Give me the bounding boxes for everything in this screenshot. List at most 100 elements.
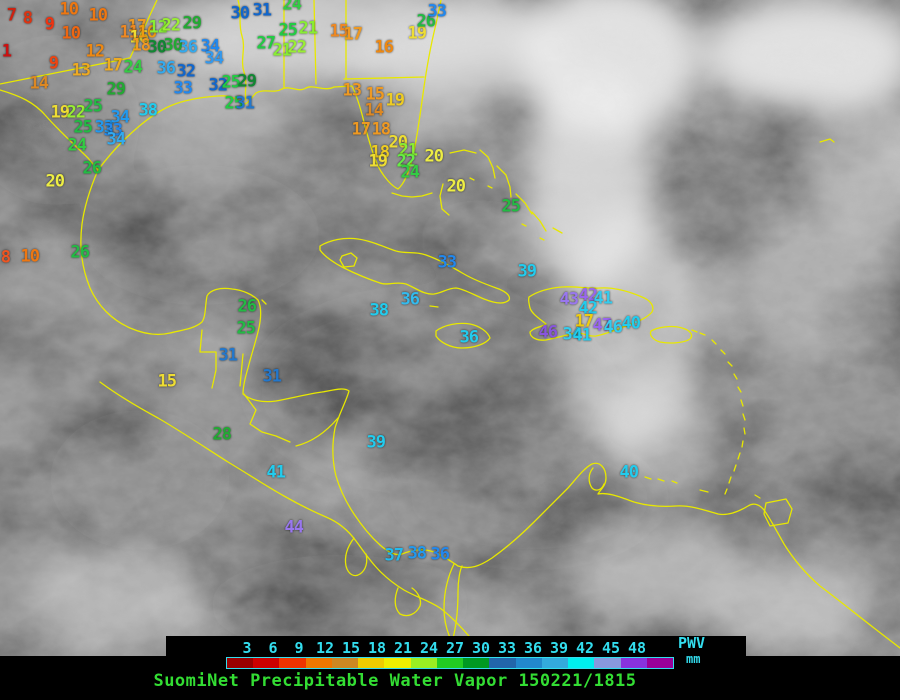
- station-pwv-value: 34: [200, 36, 221, 57]
- station-pwv-value: 20: [424, 146, 445, 167]
- station-pwv-value: 14: [364, 100, 385, 121]
- station-pwv-value: 24: [123, 57, 144, 78]
- station-pwv-value: 8: [22, 8, 33, 29]
- station-pwv-value: 27: [256, 33, 277, 54]
- colorbar-tick-label: 45: [601, 639, 621, 657]
- jamaica-outline: [435, 322, 491, 349]
- colorbar-segment: [305, 658, 332, 668]
- station-pwv-value: 15: [329, 21, 350, 42]
- station-pwv-value: 29: [237, 71, 258, 92]
- station-pwv-value: 46: [603, 317, 624, 338]
- station-pwv-value: 21: [272, 40, 293, 61]
- station-pwv-value: 42: [578, 298, 599, 319]
- pwv-unit-sub-label: mm: [686, 652, 701, 666]
- florida-keys: [391, 192, 433, 198]
- colorbar-tick-label: 6: [268, 639, 278, 657]
- station-pwv-value: 22: [287, 37, 308, 58]
- colorbar-tick-label: 33: [497, 639, 517, 657]
- station-pwv-value: 33: [437, 252, 458, 273]
- nicoya-peninsula: [344, 537, 368, 577]
- station-pwv-value: 34: [106, 129, 127, 150]
- station-pwv-value: 15: [365, 84, 386, 105]
- station-pwv-value: 20: [388, 132, 409, 153]
- pwv-unit-label: PWV: [678, 634, 706, 652]
- colorbar-segment: [568, 658, 595, 668]
- station-pwv-value: 33: [94, 117, 115, 138]
- station-pwv-value: 19: [50, 102, 71, 123]
- pwv-colorbar: [226, 657, 674, 669]
- colorbar-tick-label: 39: [549, 639, 569, 657]
- colorbar-tick-label: 36: [523, 639, 543, 657]
- colorbar-segment: [489, 658, 516, 668]
- cuba-outline: [319, 237, 511, 304]
- colorbar-tick-label: 27: [445, 639, 465, 657]
- station-pwv-value: 30: [163, 35, 184, 56]
- station-pwv-value: 7: [6, 5, 17, 26]
- station-pwv-value: 25: [278, 20, 299, 41]
- satellite-image: [0, 0, 900, 656]
- station-pwv-value: 17: [343, 24, 364, 45]
- station-pwv-value: 20: [45, 171, 66, 192]
- isla-juventud: [339, 252, 358, 268]
- station-pwv-value: 31: [252, 0, 273, 21]
- colorbar-tick-row: 3 6 9 12 15 18 21 24 27 30 33 36 39 42 45 48: [0, 641, 900, 656]
- station-pwv-value: 9: [48, 53, 59, 74]
- station-pwv-value: 43: [559, 289, 580, 310]
- colorbar-segment: [463, 658, 490, 668]
- station-pwv-value: 38: [138, 100, 159, 121]
- station-pwv-value: 32: [208, 75, 229, 96]
- puerto-rico-outline: [649, 325, 693, 344]
- station-pwv-value: 13: [71, 60, 92, 81]
- station-pwv-value: 21: [298, 18, 319, 39]
- station-pwv-value: 32: [176, 61, 197, 82]
- station-pwv-value: 16: [137, 22, 158, 43]
- colorbar-tick-label: 30: [471, 639, 491, 657]
- hispaniola-outline: [527, 286, 654, 341]
- station-pwv-value: 29: [182, 13, 203, 34]
- station-pwv-value: 9: [44, 14, 55, 35]
- station-pwv-value: 40: [619, 462, 640, 483]
- station-pwv-value: 36: [156, 58, 177, 79]
- colorbar-tick-label: 15: [341, 639, 361, 657]
- station-pwv-value: 22: [66, 102, 87, 123]
- colorbar-tick-label: 12: [315, 639, 335, 657]
- station-pwv-value: 19: [407, 23, 428, 44]
- station-pwv-value: 21: [398, 140, 419, 161]
- station-pwv-value: 41: [266, 462, 287, 483]
- station-pwv-value: 17: [127, 16, 148, 37]
- station-pwv-value: 30: [147, 37, 168, 58]
- station-pwv-value: 31: [235, 93, 256, 114]
- station-pwv-value: 19: [368, 151, 389, 172]
- station-pwv-value: 13: [342, 80, 363, 101]
- station-pwv-value: 25: [83, 96, 104, 117]
- station-pwv-value: 34: [110, 107, 131, 128]
- colorbar-segment: [646, 658, 673, 668]
- station-pwv-value: 18: [131, 35, 152, 56]
- colorbar-tick-label: 48: [627, 639, 647, 657]
- station-pwv-value: 25: [236, 318, 257, 339]
- station-pwv-value: 31: [262, 366, 283, 387]
- colorbar-tick-label: 21: [393, 639, 413, 657]
- colorbar-segment: [358, 658, 385, 668]
- station-pwv-value: 33: [103, 120, 124, 141]
- station-pwv-value: 33: [427, 1, 448, 22]
- colorbar-segment: [515, 658, 542, 668]
- station-pwv-value: 37: [384, 545, 405, 566]
- colorbar-segment: [331, 658, 359, 668]
- station-pwv-value: 26: [237, 296, 258, 317]
- azuero-peninsula: [394, 587, 422, 617]
- station-pwv-value: 10: [59, 0, 80, 20]
- station-pwv-value: 36: [459, 327, 480, 348]
- station-pwv-value: 26: [82, 158, 103, 179]
- station-pwv-value: 42: [578, 285, 599, 306]
- station-pwv-value: 25: [501, 196, 522, 217]
- station-pwv-value: 46: [538, 322, 559, 343]
- station-pwv-value: 26: [416, 11, 437, 32]
- colorbar-tick-label: 24: [419, 639, 439, 657]
- station-pwv-value: 24: [400, 162, 421, 183]
- colorbar-segment: [279, 658, 306, 668]
- station-pwv-value: 25: [224, 93, 245, 114]
- station-pwv-value: 34: [204, 48, 225, 69]
- station-pwv-value: 14: [29, 73, 50, 94]
- colorbar-segment: [620, 658, 647, 668]
